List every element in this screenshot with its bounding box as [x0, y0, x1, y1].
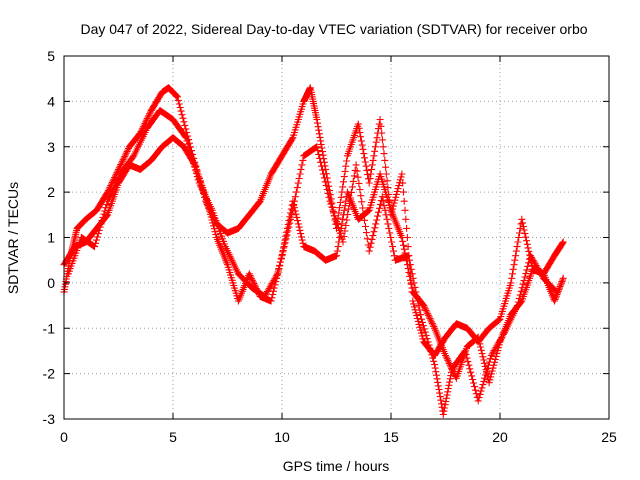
y-tick-label: 5	[47, 48, 55, 64]
x-tick-label: 15	[383, 429, 399, 445]
data-series-2	[60, 134, 567, 387]
data-markers	[60, 84, 567, 418]
x-tick-label: 10	[274, 429, 290, 445]
y-tick-label: 1	[47, 230, 55, 246]
x-axis-title: GPS time / hours	[283, 458, 390, 474]
axis-ticks: 0 5 10 15 20 25 -3 -2 -1 0 1 2 3 4 5	[43, 48, 617, 445]
x-tick-label: 25	[601, 429, 617, 445]
y-tick-label: -1	[43, 320, 56, 336]
y-tick-label: 0	[47, 275, 55, 291]
plus-marker-trace	[60, 134, 567, 387]
chart-title: Day 047 of 2022, Sidereal Day-to-day VTE…	[80, 21, 587, 37]
data-series-3	[64, 106, 561, 418]
data-series-1	[60, 84, 567, 359]
y-tick-label: 4	[47, 93, 55, 109]
x-tick-label: 5	[169, 429, 177, 445]
x-tick-label: 0	[60, 429, 68, 445]
plus-marker-trace	[60, 84, 567, 359]
y-tick-label: -3	[43, 411, 56, 427]
plus-marker-trace	[64, 106, 561, 418]
y-tick-label: 3	[47, 139, 55, 155]
x-tick-label: 20	[492, 429, 508, 445]
y-tick-label: -2	[43, 366, 56, 382]
y-axis-title: SDTVAR / TECUs	[5, 182, 21, 294]
y-tick-label: 2	[47, 184, 55, 200]
